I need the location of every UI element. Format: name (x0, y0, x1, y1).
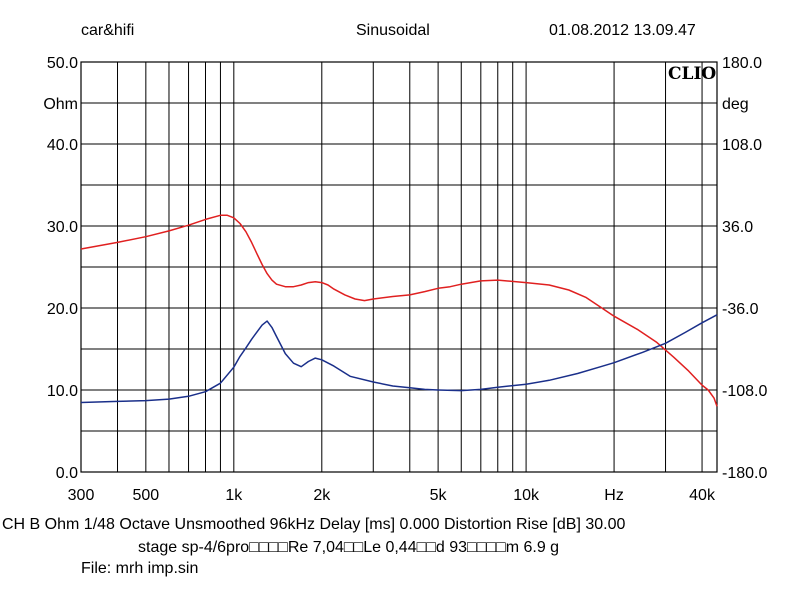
y-left-unit-label: Ohm (43, 96, 78, 113)
y-right-tick-label: -180.0 (722, 465, 767, 482)
y-right-tick-label: 180.0 (722, 55, 762, 72)
y-right-tick-label: -36.0 (722, 301, 759, 318)
plot-frame (80, 61, 718, 473)
y-left-tick-label: 30.0 (47, 219, 78, 236)
x-tick-label: Hz (604, 487, 624, 504)
y-left-tick-label: 20.0 (47, 301, 78, 318)
y-left-tick-label: 50.0 (47, 55, 78, 72)
y-left-tick-label: 40.0 (47, 137, 78, 154)
x-tick-label: 10k (513, 487, 540, 504)
header-right: 01.08.2012 13.09.47 (549, 22, 696, 39)
y-left-tick-label: 0.0 (56, 465, 78, 482)
y-left-tick-label: 10.0 (47, 383, 78, 400)
header-left: car&hifi (81, 22, 135, 39)
x-tick-label: 1k (225, 487, 243, 504)
y-right-tick-label: 36.0 (722, 219, 753, 236)
x-tick-label: 5k (430, 487, 448, 504)
impedance-magnitude-line (80, 214, 718, 407)
footer-line-1: CH B Ohm 1/48 Octave Unsmoothed 96kHz De… (2, 516, 626, 533)
x-tick-label: 40k (689, 487, 716, 504)
footer-line-2: stage sp-4/6pro□□□□Re 7,04□□Le 0,44□□d 9… (138, 539, 560, 556)
x-tick-label: 500 (132, 487, 159, 504)
y-right-unit-label: deg (722, 96, 749, 113)
x-tick-label: 300 (68, 487, 95, 504)
footer-line-3: File: mrh imp.sin (81, 560, 199, 577)
y-right-tick-label: -108.0 (722, 383, 767, 400)
x-tick-label: 2k (313, 487, 331, 504)
y-right-tick-label: 108.0 (722, 137, 762, 154)
header-center: Sinusoidal (356, 22, 430, 39)
impedance-phase-line (80, 314, 718, 404)
clio-logo: CLIO (668, 64, 717, 84)
